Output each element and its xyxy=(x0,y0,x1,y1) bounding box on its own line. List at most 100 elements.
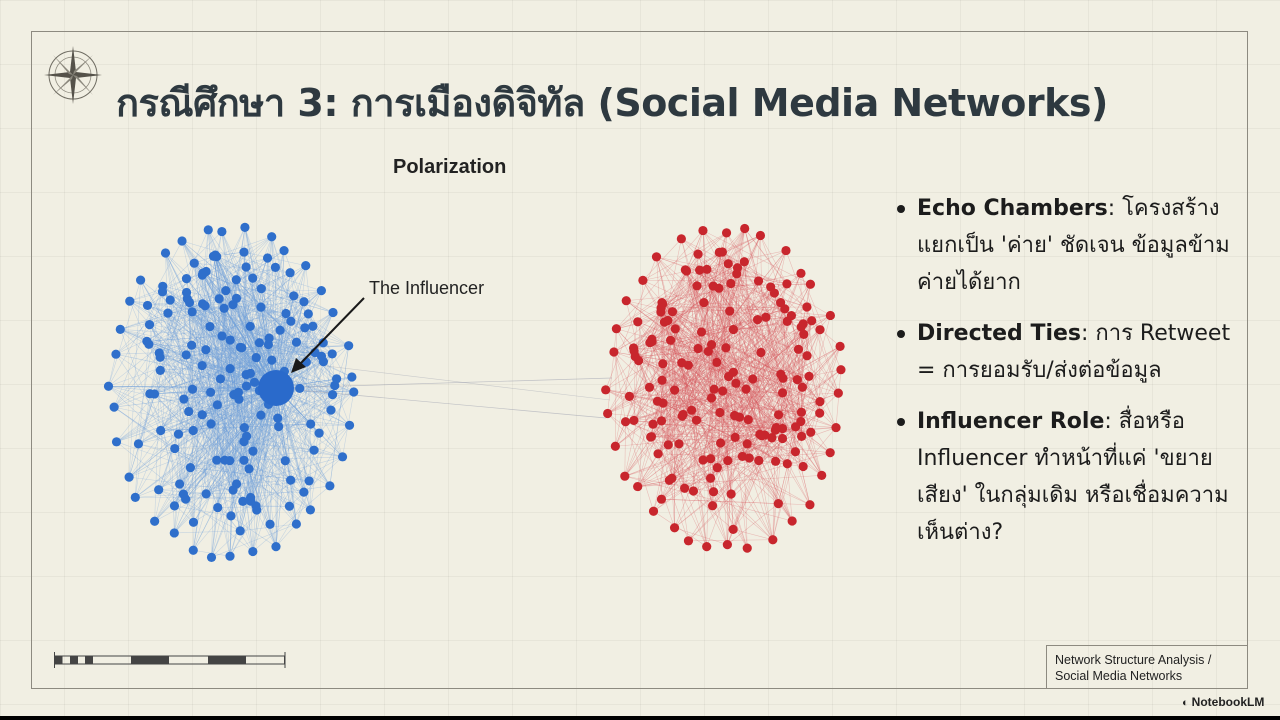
network-edge xyxy=(650,387,803,438)
network-edge xyxy=(656,256,676,329)
network-edge xyxy=(186,278,255,383)
red-cluster-node xyxy=(742,439,752,449)
blue-cluster-node xyxy=(185,463,196,473)
network-edge xyxy=(128,339,231,478)
network-edge xyxy=(289,272,307,363)
red-cluster-node xyxy=(702,542,712,552)
network-edge xyxy=(674,302,705,391)
blue-cluster-node xyxy=(206,419,216,429)
network-edge xyxy=(159,357,291,481)
network-edge xyxy=(215,255,247,437)
network-edge xyxy=(699,270,773,438)
network-edge xyxy=(232,326,251,491)
network-edge xyxy=(787,320,812,464)
network-edge xyxy=(138,443,304,493)
red-cluster-node xyxy=(731,378,741,388)
red-cluster-node xyxy=(777,388,788,398)
network-edge xyxy=(616,328,728,545)
network-edge xyxy=(154,251,245,395)
blue-cluster-node xyxy=(226,511,236,521)
network-edge xyxy=(730,283,754,380)
network-edge xyxy=(626,300,779,416)
red-cluster-node xyxy=(703,346,713,357)
network-edge xyxy=(674,328,676,528)
network-edge xyxy=(243,385,335,461)
network-edge xyxy=(271,236,343,457)
network-edge xyxy=(215,254,270,393)
network-edge xyxy=(642,280,808,357)
network-edge xyxy=(624,288,720,477)
network-edge xyxy=(667,320,685,489)
network-edge xyxy=(275,267,277,389)
network-edge xyxy=(765,317,811,505)
network-edge xyxy=(710,329,821,479)
network-edge xyxy=(192,335,223,551)
network-edge xyxy=(672,311,734,373)
network-edge xyxy=(674,412,820,528)
network-edge xyxy=(732,436,802,530)
network-edge xyxy=(662,363,712,399)
network-edge xyxy=(191,345,251,502)
network-edge xyxy=(120,329,311,511)
blue-cluster-node xyxy=(103,381,114,391)
network-edge xyxy=(255,321,292,507)
red-cluster-node xyxy=(740,223,750,234)
network-edge xyxy=(165,252,192,346)
blue-cluster-node xyxy=(291,519,301,529)
network-edge xyxy=(637,461,776,487)
network-edge xyxy=(246,378,337,437)
network-edge xyxy=(243,460,304,493)
red-cluster-node xyxy=(656,494,667,504)
red-cluster-node xyxy=(620,417,631,427)
network-edge xyxy=(615,328,617,447)
network-edge xyxy=(160,356,354,393)
blue-cluster-node xyxy=(187,307,197,317)
network-edge xyxy=(651,379,798,437)
network-edge xyxy=(149,324,245,461)
network-edge xyxy=(746,349,799,444)
network-nodes xyxy=(103,222,846,562)
network-edge xyxy=(190,387,277,468)
network-edge xyxy=(149,324,175,506)
blue-cluster-node xyxy=(231,275,241,285)
network-edge xyxy=(735,383,811,505)
network-edge xyxy=(727,383,737,545)
blue-cluster-node xyxy=(156,425,166,436)
blue-cluster-node xyxy=(304,476,314,486)
network-edge xyxy=(210,392,218,508)
network-edge xyxy=(147,305,245,442)
network-edge xyxy=(625,302,663,422)
network-edge xyxy=(671,280,759,479)
network-edge xyxy=(250,257,268,498)
network-edge xyxy=(167,313,194,523)
network-edge xyxy=(712,285,737,384)
network-edge xyxy=(699,269,811,285)
network-edge xyxy=(605,389,811,505)
network-edge xyxy=(275,377,613,389)
red-cluster-node xyxy=(767,433,777,443)
network-edge xyxy=(681,362,684,415)
network-edge xyxy=(174,292,187,533)
blue-cluster-node xyxy=(212,455,222,465)
network-edge xyxy=(194,263,332,411)
red-cluster-node xyxy=(633,481,643,492)
network-edge xyxy=(138,327,305,445)
network-edge xyxy=(202,274,277,389)
network-edge xyxy=(178,342,260,435)
network-edge xyxy=(797,334,805,380)
network-edge xyxy=(159,302,190,358)
network-edge xyxy=(703,302,837,428)
network-edge xyxy=(149,368,231,395)
blue-cluster-node xyxy=(299,297,309,307)
network-edge xyxy=(760,235,766,436)
network-edge xyxy=(215,254,334,313)
network-edge xyxy=(713,491,728,545)
network-edge xyxy=(202,275,254,452)
network-edge xyxy=(629,283,788,397)
network-edge xyxy=(661,380,684,415)
network-edge xyxy=(149,324,211,393)
red-cluster-node xyxy=(732,263,743,273)
blue-cluster-node xyxy=(135,275,146,285)
network-edge xyxy=(179,326,314,485)
network-edge xyxy=(285,460,310,482)
